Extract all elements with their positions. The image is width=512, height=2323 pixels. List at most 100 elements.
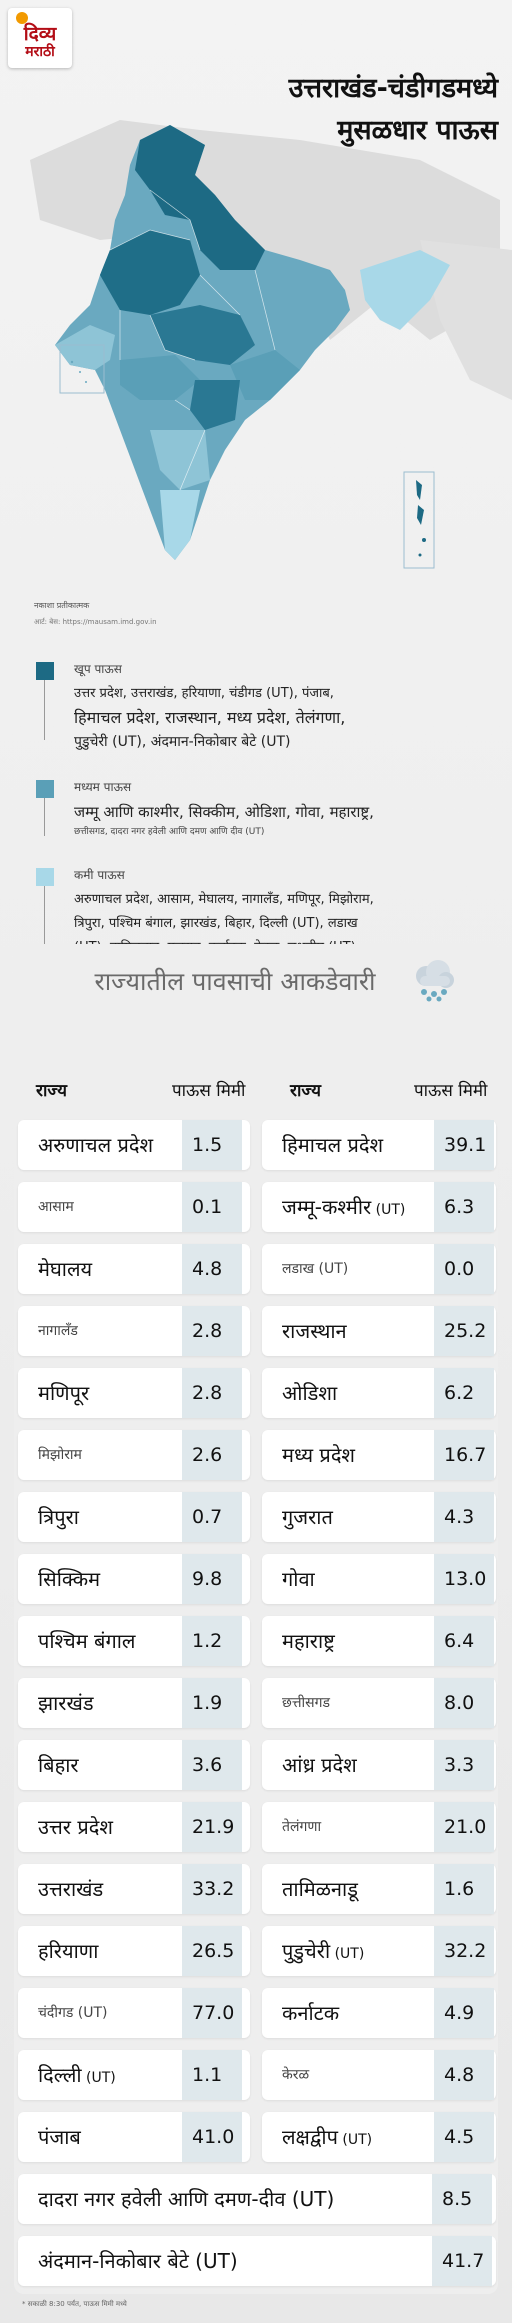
table-row: जम्मू-कश्मीर (UT) 6.3 xyxy=(262,1182,496,1232)
rain-value: 4.9 xyxy=(434,1988,494,2038)
legend-rule xyxy=(44,680,45,740)
rain-value: 39.1 xyxy=(434,1120,494,1170)
state-name: सिक्किम xyxy=(38,1567,101,1591)
state-name: लक्षद्वीप (UT) xyxy=(282,2125,373,2149)
state-name: मध्य प्रदेश xyxy=(282,1443,356,1467)
state-name: अरुणाचल प्रदेश xyxy=(38,1133,154,1157)
table-row: झारखंड 1.9 xyxy=(18,1678,250,1728)
rain-value: 8.0 xyxy=(434,1678,494,1728)
state-name: उत्तर प्रदेश xyxy=(38,1815,113,1839)
state-name: मेघालय xyxy=(38,1257,93,1281)
rain-value: 16.7 xyxy=(434,1430,494,1480)
table-row: बिहार 3.6 xyxy=(18,1740,250,1790)
state-name: गोवा xyxy=(282,1567,315,1591)
page-title: उत्तराखंड-चंडीगडमध्ये मुसळधार पाऊस xyxy=(289,68,498,152)
table-row: उत्तर प्रदेश 21.9 xyxy=(18,1802,250,1852)
state-name: आसाम xyxy=(38,1199,74,1215)
table-row: पुडुचेरी (UT) 32.2 xyxy=(262,1926,496,1976)
legend-heavy-line3: पुडुचेरी (UT), अंदमान-निकोबार बेटे (UT) xyxy=(74,734,291,750)
state-name: तेलंगणा xyxy=(282,1819,322,1835)
state-name: त्रिपुरा xyxy=(38,1505,79,1529)
rain-value: 26.5 xyxy=(182,1926,242,1976)
rain-value: 41.7 xyxy=(432,2236,492,2286)
table-title: राज्यातील पावसाची आकडेवारी xyxy=(94,967,376,996)
table-row: लडाख (UT) 0.0 xyxy=(262,1244,496,1294)
state-name: अंदमान-निकोबार बेटे (UT) xyxy=(38,2249,238,2273)
rain-value: 21.9 xyxy=(182,1802,242,1852)
table-row: नागालँड 2.8 xyxy=(18,1306,250,1356)
table-row: पश्चिम बंगाल 1.2 xyxy=(18,1616,250,1666)
rain-value: 25.2 xyxy=(434,1306,494,1356)
left-col-rain-header: पाऊस मिमी xyxy=(172,1081,246,1101)
rain-value: 77.0 xyxy=(182,1988,242,2038)
left-col-state-header: राज्य xyxy=(36,1081,67,1101)
state-name: उत्तराखंड xyxy=(38,1877,104,1901)
state-name: पुडुचेरी (UT) xyxy=(282,1939,365,1963)
rain-value: 4.5 xyxy=(434,2112,494,2162)
table-row: पंजाब 41.0 xyxy=(18,2112,250,2162)
rain-value: 4.3 xyxy=(434,1492,494,1542)
title-line1: उत्तराखंड-चंडीगडमध्ये xyxy=(288,73,498,104)
right-col-state-header: राज्य xyxy=(290,1081,321,1101)
table-row: तामिळनाडू 1.6 xyxy=(262,1864,496,1914)
legend-heavy-text: उत्तर प्रदेश, उत्तराखंड, हरियाणा, चंडीगड… xyxy=(74,682,512,754)
state-name: दादरा नगर हवेली आणि दमण-दीव (UT) xyxy=(38,2187,335,2211)
table-row: छत्तीसगड 8.0 xyxy=(262,1678,496,1728)
table-row: गोवा 13.0 xyxy=(262,1554,496,1604)
table-row: मध्य प्रदेश 16.7 xyxy=(262,1430,496,1480)
state-name: दिल्ली (UT) xyxy=(38,2063,116,2087)
rain-value: 1.2 xyxy=(182,1616,242,1666)
light-swatch xyxy=(36,868,54,886)
rain-value: 2.8 xyxy=(182,1368,242,1418)
rain-value: 1.5 xyxy=(182,1120,242,1170)
table-row: राजस्थान 25.2 xyxy=(262,1306,496,1356)
rain-value: 3.6 xyxy=(182,1740,242,1790)
table-row: केरळ 4.8 xyxy=(262,2050,496,2100)
legend-moderate-line1: जम्मू आणि काश्मीर, सिक्कीम, ओडिशा, गोवा,… xyxy=(74,803,374,821)
right-col-rain-header: पाऊस मिमी xyxy=(414,1081,488,1101)
rain-value: 0.0 xyxy=(434,1244,494,1294)
legend-moderate-line2: छत्तीसगड, दादरा नगर हवेली आणि दमण आणि दी… xyxy=(74,827,265,837)
state-name: हरियाणा xyxy=(38,1939,99,1963)
legend-moderate-text: जम्मू आणि काश्मीर, सिक्कीम, ओडिशा, गोवा,… xyxy=(74,800,512,840)
table-row: महाराष्ट्र 6.4 xyxy=(262,1616,496,1666)
rain-value: 41.0 xyxy=(182,2112,242,2162)
state-name: हिमाचल प्रदेश xyxy=(282,1133,384,1157)
table-row: मणिपूर 2.8 xyxy=(18,1368,250,1418)
legend-light-caption: कमी पाऊस xyxy=(74,868,125,882)
table-row: चंदीगड (UT) 77.0 xyxy=(18,1988,250,2038)
legend-heavy: खूप पाऊस उत्तर प्रदेश, उत्तराखंड, हरियाण… xyxy=(36,660,496,750)
state-name: कर्नाटक xyxy=(282,2001,340,2025)
table-row: उत्तराखंड 33.2 xyxy=(18,1864,250,1914)
table-row: दादरा नगर हवेली आणि दमण-दीव (UT) 8.5 xyxy=(18,2174,496,2224)
state-name: पंजाब xyxy=(38,2125,81,2149)
table-row: अंदमान-निकोबार बेटे (UT) 41.7 xyxy=(18,2236,496,2286)
sun-dot-icon xyxy=(16,12,28,24)
state-name: केरळ xyxy=(282,2067,310,2083)
state-name: ओडिशा xyxy=(282,1381,338,1405)
rain-value: 4.8 xyxy=(182,1244,242,1294)
rain-value: 8.5 xyxy=(432,2174,492,2224)
rain-value: 0.7 xyxy=(182,1492,242,1542)
rain-value: 21.0 xyxy=(434,1802,494,1852)
table-row: त्रिपुरा 0.7 xyxy=(18,1492,250,1542)
rain-value: 1.9 xyxy=(182,1678,242,1728)
rain-value: 6.3 xyxy=(434,1182,494,1232)
table-row: हरियाणा 26.5 xyxy=(18,1926,250,1976)
legend-heavy-caption: खूप पाऊस xyxy=(74,662,122,676)
state-name: महाराष्ट्र xyxy=(282,1629,335,1653)
state-name: मणिपूर xyxy=(38,1381,90,1405)
state-name: नागालँड xyxy=(38,1323,78,1339)
state-name: पश्चिम बंगाल xyxy=(38,1629,136,1653)
table-row: हिमाचल प्रदेश 39.1 xyxy=(262,1120,496,1170)
table-row: ओडिशा 6.2 xyxy=(262,1368,496,1418)
state-name: जम्मू-कश्मीर (UT) xyxy=(282,1195,406,1219)
state-name: छत्तीसगड xyxy=(282,1695,330,1711)
legend-rule xyxy=(44,798,45,836)
ut-suffix: (UT) xyxy=(330,1946,365,1962)
state-name: गुजरात xyxy=(282,1505,333,1529)
table-row: आसाम 0.1 xyxy=(18,1182,250,1232)
rain-value: 0.1 xyxy=(182,1182,242,1232)
rain-value: 6.2 xyxy=(434,1368,494,1418)
state-name: आंध्र प्रदेश xyxy=(282,1753,357,1777)
